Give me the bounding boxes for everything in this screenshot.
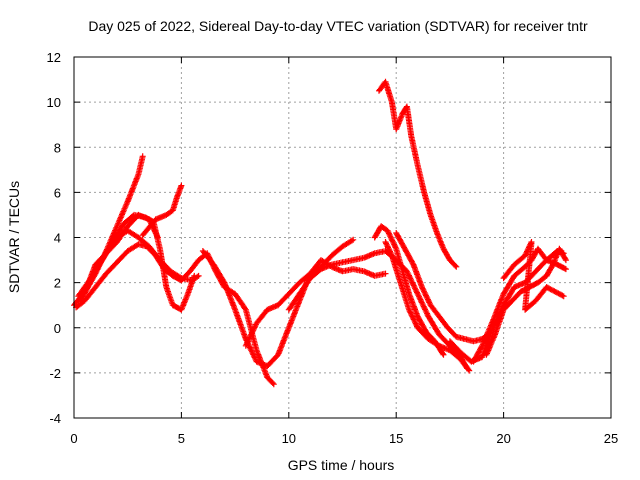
data-point-markers — [500, 239, 567, 313]
x-tick-label: 0 — [70, 431, 77, 446]
series-arc-15 — [470, 245, 569, 365]
y-tick-label: 12 — [47, 50, 61, 65]
data-point-markers — [285, 248, 471, 372]
y-tick-label: 0 — [54, 321, 61, 336]
series-arc-8 — [242, 236, 357, 349]
y-tick-label: 8 — [54, 140, 61, 155]
series-arc-7 — [199, 248, 389, 370]
y-tick-label: 6 — [54, 185, 61, 200]
series-arc-9 — [285, 248, 471, 372]
y-tick-label: 2 — [54, 276, 61, 291]
y-axis-label: SDTVAR / TECUs — [6, 181, 22, 293]
series-arc-10 — [376, 78, 460, 270]
chart-title: Day 025 of 2022, Sidereal Day-to-day VTE… — [88, 18, 588, 34]
series-arc-11 — [371, 223, 447, 358]
grid-layer — [74, 57, 611, 418]
data-point-markers — [470, 245, 569, 365]
y-tick-label: 4 — [54, 231, 61, 246]
data-point-markers — [199, 248, 389, 370]
ticks-layer: 0 5 10 15 20 25 -4 -2 0 2 4 6 8 10 12 — [47, 50, 619, 446]
data-point-markers — [139, 182, 185, 239]
data-point-markers — [77, 153, 146, 304]
x-tick-label: 15 — [389, 431, 403, 446]
x-axis-label: GPS time / hours — [288, 457, 395, 473]
x-tick-label: 5 — [178, 431, 185, 446]
data-point-markers — [393, 230, 494, 345]
series-arc-2 — [75, 211, 198, 313]
series-arc-17 — [500, 239, 567, 313]
series-arc-6 — [73, 241, 277, 388]
data-point-markers — [242, 236, 357, 349]
data-point-markers — [376, 78, 460, 270]
series-arc-12 — [382, 239, 473, 374]
x-tick-label: 20 — [496, 431, 510, 446]
series-arc-13 — [393, 230, 494, 345]
y-tick-label: -2 — [49, 366, 61, 381]
data-point-markers — [382, 239, 473, 374]
y-tick-label: 10 — [47, 95, 61, 110]
data-point-markers — [371, 223, 447, 358]
data-point-markers — [75, 211, 198, 313]
series-arc-4 — [77, 153, 146, 304]
data-point-markers — [73, 241, 277, 388]
x-tick-label: 10 — [282, 431, 296, 446]
data-points-layer — [71, 78, 569, 388]
series-arc-5 — [139, 182, 185, 239]
x-tick-label: 25 — [604, 431, 618, 446]
y-tick-label: -4 — [49, 411, 61, 426]
